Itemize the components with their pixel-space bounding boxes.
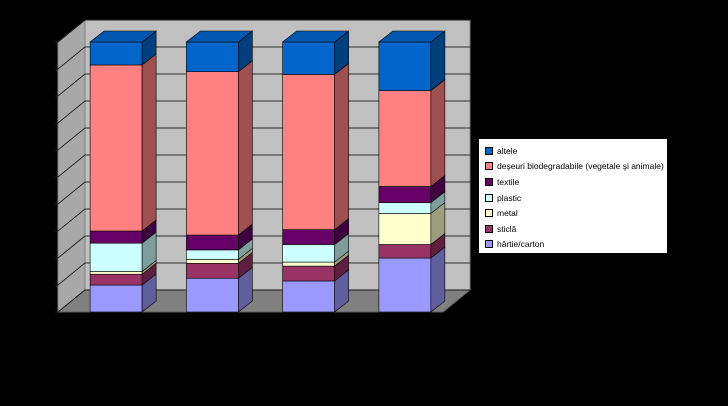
legend-swatch — [485, 240, 493, 249]
bar-stack — [281, 30, 350, 313]
bar-segment — [378, 244, 432, 259]
bar-segment-side — [430, 78, 446, 188]
bar-segment-side — [334, 62, 349, 231]
bar-segment-side — [238, 60, 253, 236]
bar-segment — [186, 234, 239, 251]
y-axis-ticks — [55, 41, 58, 313]
legend-entry: altele — [485, 143, 663, 159]
legend-label: plastic — [497, 192, 522, 203]
chart-bars — [89, 30, 446, 313]
legend-swatch — [485, 209, 493, 218]
bar-segment — [89, 273, 143, 286]
legend-entry: metal — [485, 205, 663, 221]
legend-label: textile — [497, 176, 520, 187]
bar-segment — [378, 202, 432, 214]
bar-segment — [282, 265, 335, 282]
bar-stack — [378, 30, 446, 313]
grid-line — [57, 19, 470, 43]
bar-segment — [378, 41, 432, 91]
bar-segment — [89, 242, 143, 272]
bar-segment — [378, 213, 432, 245]
bar-stack — [185, 30, 254, 313]
bar-stack — [89, 30, 157, 313]
bar-segment — [282, 261, 335, 267]
bar-top — [378, 30, 446, 43]
bar-segment-side — [141, 53, 157, 232]
bar-segment — [282, 244, 335, 263]
bar-segment — [89, 271, 143, 275]
bar-segment — [186, 71, 239, 236]
legend-label: hârtie/carton — [497, 239, 545, 250]
legend-entry: sticlă — [485, 221, 663, 237]
legend-swatch — [485, 193, 493, 202]
bar-segment — [378, 257, 432, 313]
bar-segment — [378, 90, 432, 187]
bar-top — [89, 30, 157, 43]
bar-segment — [89, 41, 143, 66]
legend-entry: deşeuri biodegradabile (vegetale şi anim… — [485, 159, 664, 175]
bar-segment — [282, 41, 335, 75]
bar-segment — [378, 186, 432, 203]
bar-top — [281, 30, 350, 43]
bar-segment — [282, 280, 335, 313]
chart-legend: altele deşeuri biodegradabile (vegetale ş… — [478, 138, 668, 254]
bar-segment-side — [430, 246, 446, 313]
legend-swatch — [485, 146, 493, 155]
legend-swatch — [485, 224, 493, 233]
legend-entry: textile — [485, 174, 663, 190]
legend-label: altele — [497, 145, 518, 156]
bar-segment — [282, 229, 335, 245]
bar-segment — [186, 249, 239, 260]
legend-swatch — [485, 177, 493, 186]
legend-label: deşeuri biodegradabile (vegetale şi anim… — [497, 161, 664, 172]
legend-label: sticlă — [497, 223, 517, 234]
legend-entry: plastic — [485, 190, 663, 206]
bar-segment — [89, 284, 143, 313]
bar-segment — [282, 74, 335, 230]
bar-segment — [89, 230, 143, 244]
bar-top — [185, 30, 254, 43]
bar-segment — [186, 277, 239, 313]
bar-segment — [186, 259, 239, 264]
chart-walls — [56, 18, 472, 314]
bar-segment — [89, 64, 143, 232]
bar-segment — [186, 41, 239, 73]
legend-entry: hârtie/carton — [485, 237, 663, 253]
legend-label: metal — [497, 208, 518, 219]
legend-swatch — [485, 162, 493, 171]
bar-segment — [186, 263, 239, 279]
